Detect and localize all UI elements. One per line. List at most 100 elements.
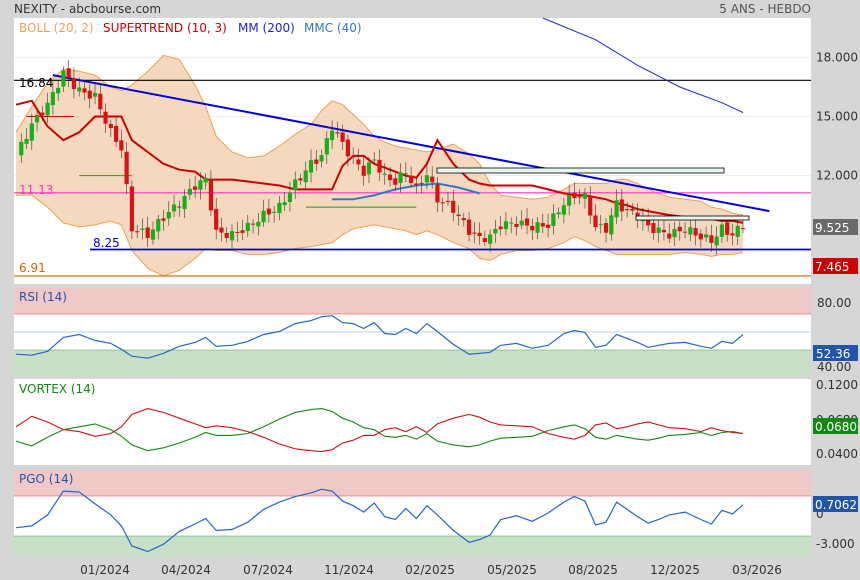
candle-body xyxy=(335,132,340,134)
main-legend: BOLL (20, 2) SUPERTREND (10, 3) MM (200)… xyxy=(19,21,362,35)
candle-body xyxy=(482,237,487,243)
pgo-line xyxy=(15,488,744,553)
vortex-value-badge xyxy=(813,418,858,434)
legend-boll: BOLL (20, 2) xyxy=(19,21,94,35)
candle-body xyxy=(82,88,87,93)
candle-body xyxy=(282,202,287,206)
candle-body xyxy=(456,214,461,217)
candle-body xyxy=(403,173,408,175)
candle-body xyxy=(77,87,82,92)
candle-body xyxy=(430,176,435,183)
candle-body xyxy=(535,222,540,233)
resistance-zone-box xyxy=(436,167,725,174)
pgo-lower-zone xyxy=(14,536,811,557)
legend-supertrend: SUPERTREND (10, 3) xyxy=(103,21,227,35)
candle-body xyxy=(424,175,430,183)
candle-body xyxy=(203,177,208,183)
rsi-line xyxy=(15,315,744,359)
candle-body xyxy=(135,231,140,233)
stop-level-badge xyxy=(813,258,858,274)
candle-body xyxy=(361,165,366,176)
candle-body xyxy=(56,87,61,94)
candle-body xyxy=(261,210,266,223)
candle-body xyxy=(625,209,630,211)
pgo-value-badge xyxy=(813,496,858,512)
y-tick-label: 15.000 xyxy=(816,110,858,124)
candle-body xyxy=(50,92,55,106)
vortex-minus-line xyxy=(15,408,744,453)
candle-body xyxy=(561,205,566,215)
candle-body xyxy=(603,223,609,233)
header-period: 5 ANS - HEBDO xyxy=(719,2,811,16)
candle-body xyxy=(45,102,50,116)
candle-body xyxy=(498,226,503,230)
candle-body xyxy=(356,159,361,165)
level-label-6-91: 6.91 xyxy=(19,261,46,275)
candle-body xyxy=(161,218,166,221)
candle-body xyxy=(488,234,493,244)
candle-body xyxy=(472,232,477,234)
candle-body xyxy=(509,222,514,224)
candle-body xyxy=(409,175,414,184)
candle-body xyxy=(677,226,682,232)
candle-body xyxy=(177,206,182,208)
candle-body xyxy=(667,233,672,239)
candle-body xyxy=(24,138,29,144)
rsi-tick-40: 40.00 xyxy=(817,360,851,374)
candle-body xyxy=(398,172,403,183)
rsi-oversold-zone xyxy=(14,350,811,376)
level-label-8-25: 8.25 xyxy=(93,236,120,250)
candle-body xyxy=(593,215,598,228)
candle-body xyxy=(577,196,582,198)
bollinger-upper xyxy=(15,54,744,216)
pgo-panel: PGO (14) 0 -3.000 xyxy=(14,470,855,557)
candle-body xyxy=(351,156,356,158)
candle-body xyxy=(293,179,298,191)
candle-body xyxy=(314,159,319,164)
candle-body xyxy=(530,225,535,231)
x-axis: 01/2024 04/2024 07/2024 11/2024 02/2025 05/20… xyxy=(80,563,782,577)
legend-mmc: MMC (40) xyxy=(304,21,362,35)
candle-body xyxy=(366,162,372,175)
candle-body xyxy=(614,200,619,218)
candle-body xyxy=(740,228,746,230)
vortex-value: 0.0680 xyxy=(815,420,857,434)
candle-body xyxy=(419,182,424,184)
rsi-value: 52.36 xyxy=(816,347,850,361)
candle-body xyxy=(598,224,603,226)
candle-body xyxy=(229,231,235,241)
candle-body xyxy=(140,228,145,230)
candle-body xyxy=(609,215,614,235)
candle-body xyxy=(224,232,229,239)
x-tick-label: 07/2024 xyxy=(243,563,293,577)
candle-body xyxy=(308,160,314,173)
candle-body xyxy=(688,227,693,235)
candle-body xyxy=(445,200,451,202)
candle-body xyxy=(572,192,577,199)
candle-body xyxy=(709,235,714,243)
vortex-title: VORTEX (14) xyxy=(19,382,96,396)
resistance-trendline xyxy=(52,74,770,213)
candle-body xyxy=(414,183,419,186)
x-tick-label: 04/2024 xyxy=(161,563,211,577)
candle-body xyxy=(71,78,77,90)
price-panel: BOLL (20, 2) SUPERTREND (10, 3) MM (200)… xyxy=(14,17,858,284)
header-symbol: NEXITY - abcbourse.com xyxy=(14,2,161,16)
candle-body xyxy=(187,188,192,195)
pgo-value: 0.7062 xyxy=(815,498,857,512)
candle-body xyxy=(377,159,382,173)
candle-body xyxy=(651,223,656,234)
candle-body xyxy=(298,178,303,181)
x-tick-label: 02/2025 xyxy=(405,563,455,577)
legend-mm: MM (200) xyxy=(238,21,295,35)
candle-body xyxy=(382,173,387,175)
candle-body xyxy=(493,228,498,234)
candle-body xyxy=(250,223,256,225)
candle-body xyxy=(725,222,730,235)
candle-body xyxy=(198,180,203,190)
candle-body xyxy=(735,225,740,237)
mm200-line xyxy=(542,17,744,114)
candle-body xyxy=(719,224,725,237)
vortex-tick-high: 0.1200 xyxy=(816,378,858,392)
candle-body xyxy=(87,90,92,99)
